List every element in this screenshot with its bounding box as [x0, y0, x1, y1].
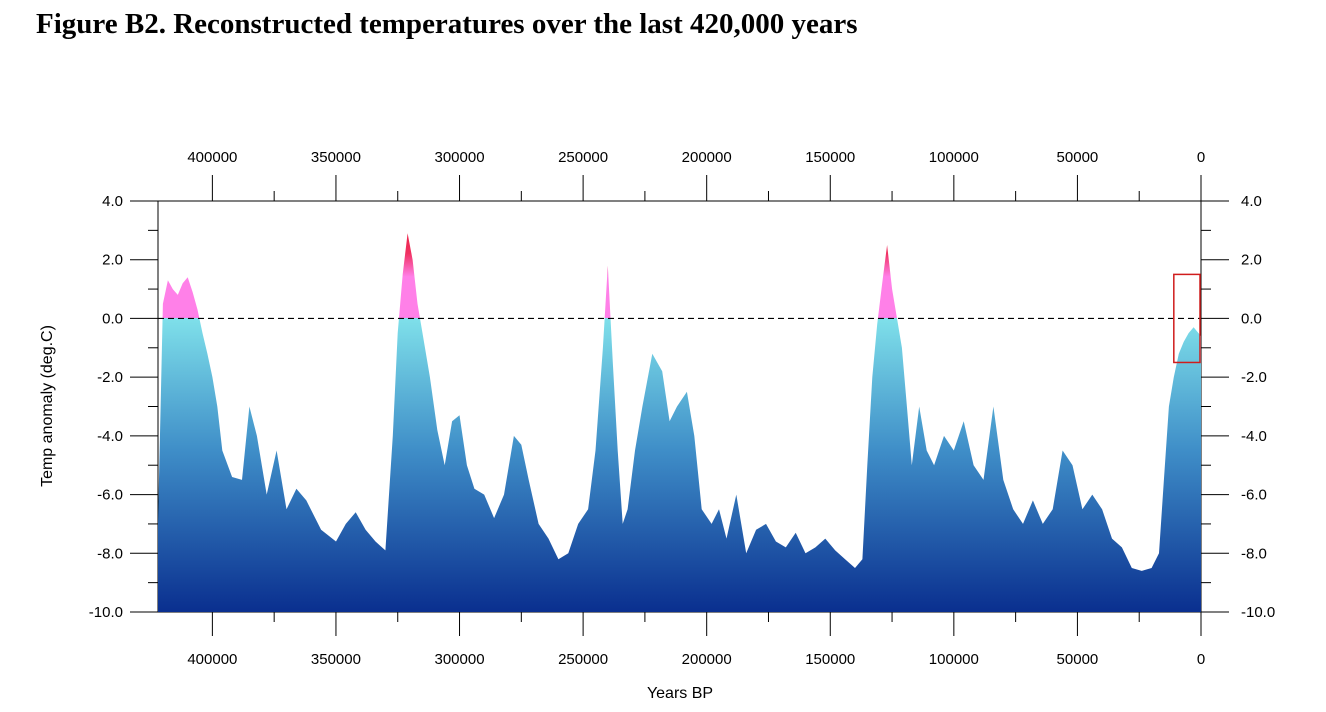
- y-tick-label-right: -8.0: [1241, 545, 1267, 562]
- y-tick-label-right: -10.0: [1241, 604, 1275, 621]
- axes: 400000 400000 350000 350000 300000 300000 2500…: [89, 149, 1275, 668]
- x-tick-label-bottom: 250000: [558, 651, 608, 668]
- x-tick-label-bottom: 100000: [929, 651, 979, 668]
- y-tick-label-right: -2.0: [1241, 369, 1267, 386]
- x-tick-label-top: 150000: [805, 149, 855, 166]
- x-tick-label-top: 100000: [929, 149, 979, 166]
- y-tick-label-right: -6.0: [1241, 487, 1267, 504]
- x-tick-label-top: 50000: [1057, 149, 1099, 166]
- y-tick-label-left: -8.0: [97, 545, 123, 562]
- x-tick-label-top: 200000: [682, 149, 732, 166]
- y-tick-label-left: -6.0: [97, 487, 123, 504]
- y-tick-label-left: -4.0: [97, 428, 123, 445]
- x-tick-label-bottom: 350000: [311, 651, 361, 668]
- y-tick-label-left: 2.0: [102, 252, 123, 269]
- x-tick-label-top: 0: [1197, 149, 1205, 166]
- x-tick-label-top: 300000: [434, 149, 484, 166]
- x-tick-label-bottom: 50000: [1057, 651, 1099, 668]
- x-tick-label-bottom: 150000: [805, 651, 855, 668]
- y-tick-label-right: 4.0: [1241, 193, 1262, 210]
- y-tick-label-right: -4.0: [1241, 428, 1267, 445]
- temperature-area-below-zero: [158, 318, 1201, 612]
- x-tick-label-bottom: 300000: [434, 651, 484, 668]
- x-tick-label-top: 400000: [187, 149, 237, 166]
- figure-title: Figure B2. Reconstructed temperatures ov…: [36, 8, 858, 40]
- y-tick-label-left: -10.0: [89, 604, 123, 621]
- y-axis-title: Temp anomaly (deg.C): [39, 325, 56, 487]
- x-tick-label-top: 250000: [558, 149, 608, 166]
- y-tick-label-left: -2.0: [97, 369, 123, 386]
- x-tick-label-bottom: 200000: [682, 651, 732, 668]
- highlight-box: [1173, 273, 1201, 364]
- x-axis-title: Years BP: [647, 685, 713, 702]
- x-tick-label-top: 350000: [311, 149, 361, 166]
- x-tick-label-bottom: 0: [1197, 651, 1205, 668]
- y-tick-label-right: 0.0: [1241, 310, 1262, 327]
- y-tick-label-right: 2.0: [1241, 252, 1262, 269]
- y-tick-label-left: 0.0: [102, 310, 123, 327]
- plot-area: [157, 200, 1202, 613]
- y-tick-label-left: 4.0: [102, 193, 123, 210]
- x-tick-label-bottom: 400000: [187, 651, 237, 668]
